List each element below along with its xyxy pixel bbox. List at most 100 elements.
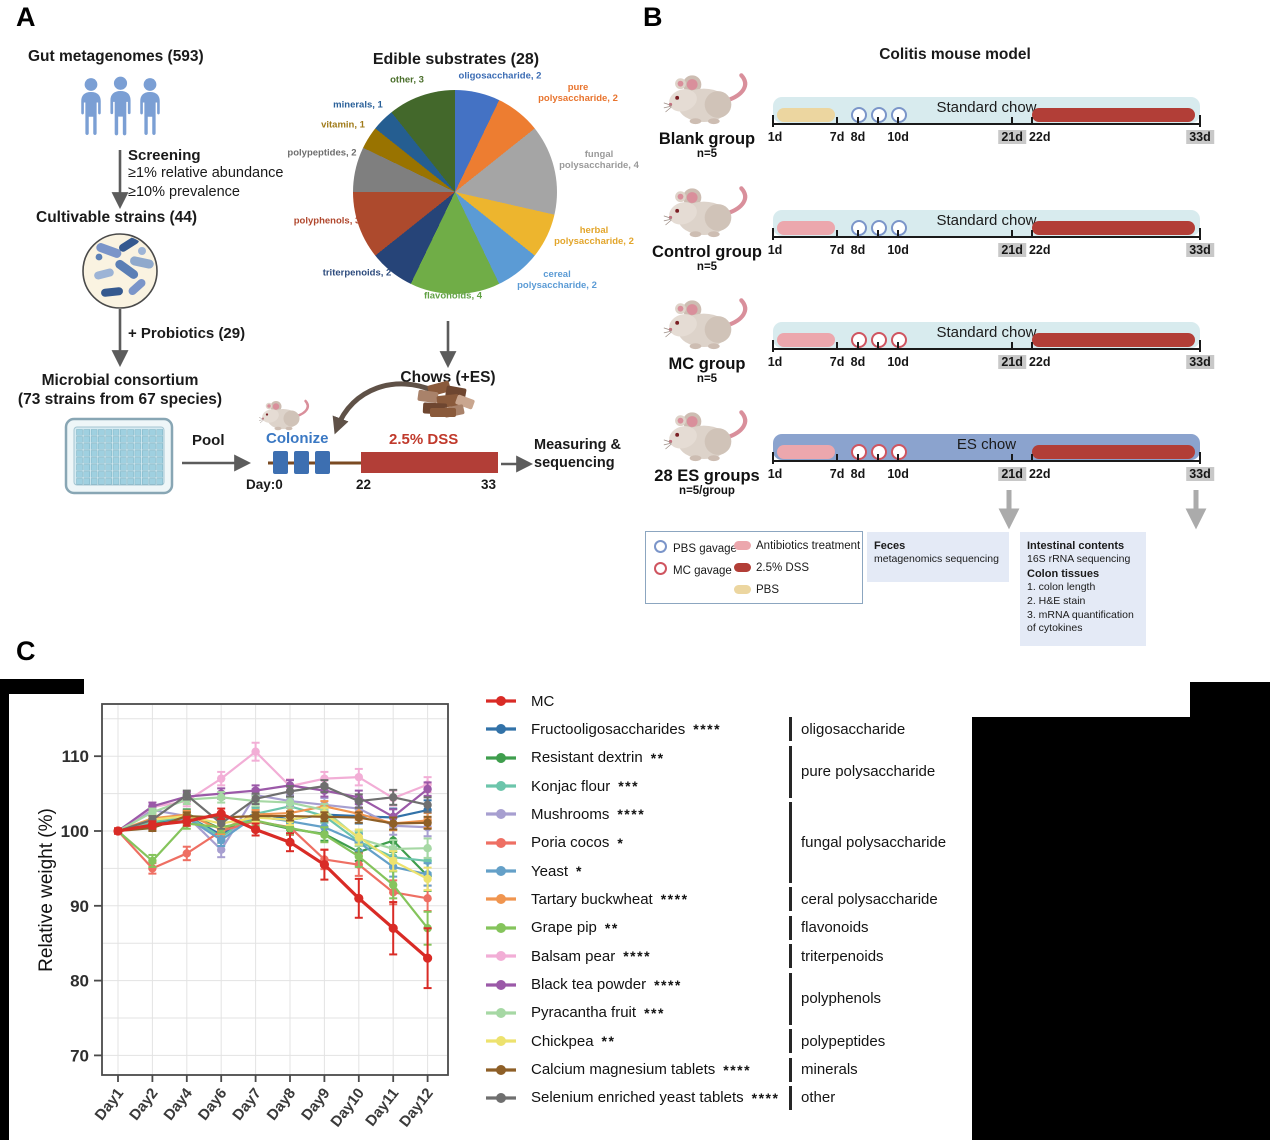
significance-stars: ***	[644, 1004, 665, 1021]
timeline-tick-label: 8d	[850, 130, 866, 144]
group-label: Control group	[652, 243, 762, 261]
mc-gavage-circle	[850, 332, 867, 348]
timeline-tick	[877, 230, 880, 238]
pie-label-fungal-polysaccharide: fungal polysaccharide, 4	[559, 149, 639, 171]
mouse-icons	[258, 75, 745, 461]
legend-label: Selenium enriched yeast tablets	[531, 1089, 744, 1107]
timeline-tick-label: 8d	[850, 467, 866, 481]
legend-label: Tartary buckwheat	[531, 890, 653, 908]
legend-label: Balsam pear	[531, 947, 616, 965]
significance-stars: *	[617, 834, 625, 851]
pie-label-flavonoids: flavonoids, 4	[423, 290, 483, 302]
timeline-tick	[1030, 342, 1033, 350]
timeline-tick-label: 7d	[829, 130, 845, 144]
timeline-tick-label: 10d	[887, 130, 909, 144]
group-n-label: n=5/group	[679, 485, 735, 497]
legend-marker	[486, 894, 516, 905]
timeline-tick-label: 1d	[767, 243, 783, 257]
legend-marker	[486, 696, 516, 706]
timeline-row-1: Standard chow 1d 7d 8d 10d 21d 22d 33d	[768, 97, 1214, 167]
people-icons	[81, 76, 160, 136]
dss-bar-icon	[734, 563, 751, 572]
series-mc	[113, 807, 433, 990]
colitis-model-title: Colitis mouse model	[879, 46, 1031, 63]
legend-marker	[486, 837, 516, 848]
mc-gavage-circle	[850, 444, 867, 460]
measuring-label-line2: sequencing	[534, 455, 615, 471]
timeline-tick-label: 21d	[998, 467, 1026, 481]
timeline-tick	[1030, 117, 1033, 125]
consortium-title-line1: Microbial consortium	[41, 372, 199, 389]
svg-text:80: 80	[70, 972, 89, 991]
timeline-tick-label: 22d	[1028, 467, 1051, 481]
redaction-box-right	[1190, 682, 1270, 1140]
timeline-tick	[836, 454, 839, 462]
sampling-arrows	[998, 490, 1207, 530]
timeline-tick	[772, 340, 774, 352]
legend-item-tartary-buckwheat: Tartary buckwheat ****	[484, 888, 689, 910]
timeline-tick	[897, 454, 900, 462]
group-label: Blank group	[658, 130, 756, 148]
category-bracket-flavonoids: flavonoids	[789, 915, 869, 940]
day22-label: 22	[356, 477, 372, 492]
timeline-tick	[1199, 340, 1201, 352]
mc-gavage-circle	[891, 332, 908, 348]
legend-item-calcium-magnesium-tablets: Calcium magnesium tablets ****	[484, 1059, 751, 1081]
gut-metagenomes-title: Gut metagenomes (593)	[28, 48, 204, 65]
legend-marker	[486, 1064, 516, 1075]
timeline-axis	[773, 236, 1200, 238]
category-bracket-polypeptides: polypeptides	[789, 1029, 885, 1054]
cultivable-strains-title: Cultivable strains (44)	[36, 209, 198, 226]
redaction-box-bottom-right	[972, 717, 1190, 1140]
panel-a-label: A	[16, 2, 36, 32]
chow-band-label: Standard chow	[936, 212, 1037, 229]
timeline-row-3: Standard chow 1d 7d 8d 10d 21d 22d 33d	[768, 322, 1214, 392]
timeline-tick-label: 33d	[1186, 355, 1214, 369]
timeline-legend-box: PBS gavage MC gavage Antibiotics treatme…	[645, 531, 863, 604]
pbs-gavage-circle	[871, 220, 888, 236]
antibiotics-bar	[777, 333, 836, 347]
pie-label-oligosaccharide: oligosaccharide, 2	[458, 70, 542, 82]
panel-c-label: C	[16, 636, 36, 666]
redaction-strip-left	[0, 679, 9, 1140]
timeline-tick-label: 33d	[1186, 130, 1214, 144]
timeline-tick	[897, 117, 900, 125]
timeline-tick	[1011, 117, 1014, 125]
pie-label-polyphenols: polyphenols, 3	[293, 215, 361, 227]
colonize-label: Colonize	[266, 430, 329, 447]
timeline-tick	[836, 342, 839, 350]
svg-text:110: 110	[62, 747, 89, 766]
legend-pbs: PBS	[734, 584, 779, 596]
group-n-label: n=5	[696, 373, 718, 385]
day0-label: Day:0	[246, 477, 283, 492]
antibiotics-bar-icon	[734, 541, 751, 550]
legend-label: Chickpea	[531, 1032, 594, 1050]
mc-gavage-circle	[871, 444, 888, 460]
category-bracket-fungal-polysaccharide: fungal polysaccharide	[789, 802, 946, 884]
timeline-tick	[897, 342, 900, 350]
legend-item-mushrooms: Mushrooms ****	[484, 803, 645, 825]
timeline-tick-label: 21d	[998, 355, 1026, 369]
flow-arrows	[111, 150, 534, 473]
timeline-tick-label: 1d	[767, 355, 783, 369]
timeline-tick-label: 7d	[829, 467, 845, 481]
timeline-tick	[1199, 452, 1201, 464]
timeline-tick-label: 33d	[1186, 467, 1214, 481]
dss-bar	[1031, 445, 1195, 459]
category-bracket-triterpenoids: triterpenoids	[789, 944, 884, 969]
timeline-tick	[856, 454, 859, 462]
category-bracket-other: other	[789, 1085, 835, 1110]
legend-label: Pyracantha fruit	[531, 1004, 637, 1022]
timeline-tick	[1011, 454, 1014, 462]
pie-label-triterpenoids: triterpenoids, 2	[322, 267, 392, 279]
dss-label: 2.5% DSS	[389, 431, 459, 448]
timeline-tick-label: 7d	[829, 243, 845, 257]
antibiotics-bar	[777, 445, 836, 459]
pbs-gavage-circle	[850, 107, 867, 123]
timeline-tick-label: 21d	[998, 130, 1026, 144]
legend-label: Poria cocos	[531, 834, 610, 852]
legend-item-mc: MC	[484, 690, 562, 712]
legend-label: Mushrooms	[531, 805, 610, 823]
